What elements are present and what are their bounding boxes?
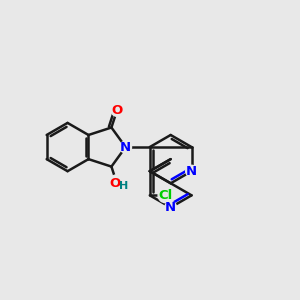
Text: N: N [120, 141, 131, 154]
Text: H: H [119, 181, 128, 191]
Text: N: N [186, 165, 197, 178]
Circle shape [120, 141, 131, 153]
Circle shape [158, 188, 173, 203]
Text: Cl: Cl [158, 189, 172, 202]
Text: N: N [165, 201, 176, 214]
Text: O: O [110, 177, 121, 190]
Circle shape [186, 165, 197, 177]
Circle shape [165, 202, 177, 213]
Text: O: O [111, 104, 122, 118]
Circle shape [112, 106, 122, 116]
Circle shape [109, 175, 125, 191]
